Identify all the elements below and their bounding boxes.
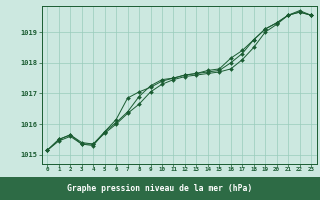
Text: Graphe pression niveau de la mer (hPa): Graphe pression niveau de la mer (hPa) xyxy=(68,184,252,193)
